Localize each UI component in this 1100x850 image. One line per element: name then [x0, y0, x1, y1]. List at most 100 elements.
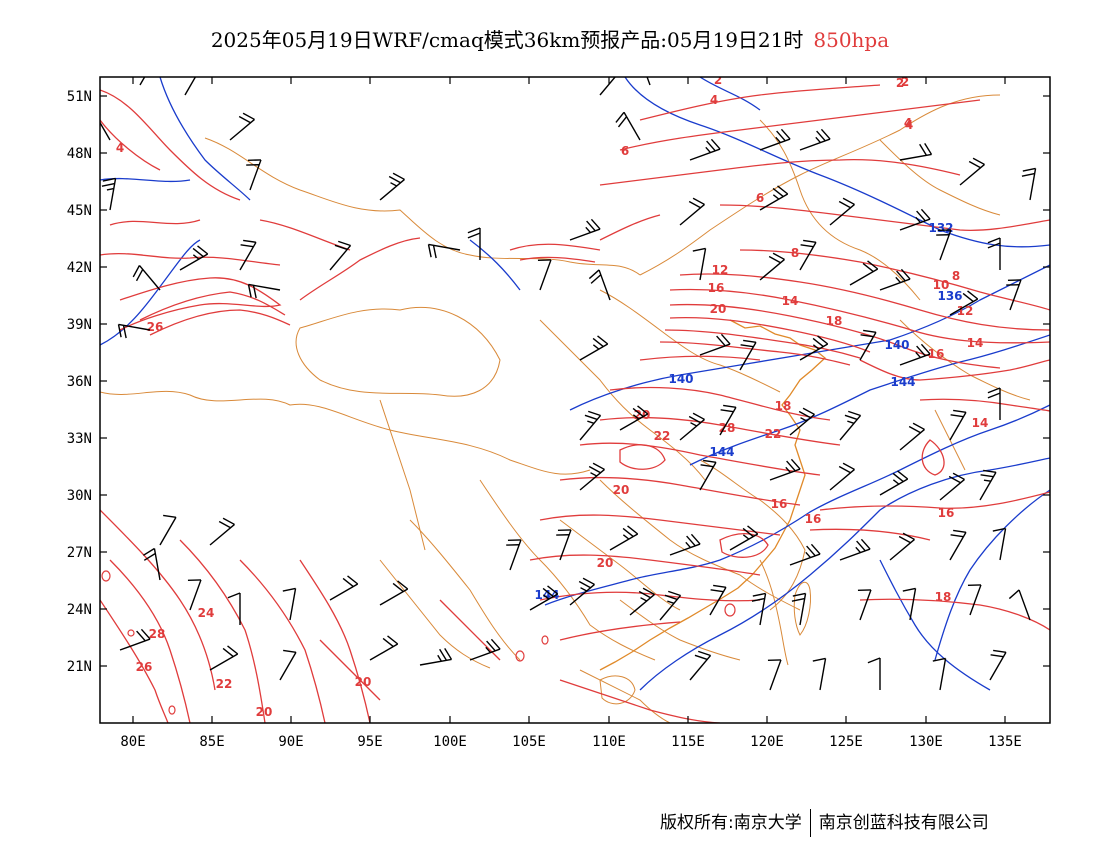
- wind-barb-feather: [588, 269, 600, 280]
- wind-barb-staff: [579, 468, 605, 491]
- wind-barb-feather: [948, 475, 961, 484]
- wind-barb-staff: [689, 148, 721, 161]
- wind-barb-feather: [122, 325, 127, 339]
- wind-barb-feather: [439, 648, 448, 661]
- lon-label: 80E: [120, 734, 145, 750]
- temperature-contour-label: 2: [714, 73, 722, 87]
- wind-barb-staff: [789, 553, 821, 566]
- wind-barb-feather: [432, 245, 437, 259]
- longitude-axis: 80E 85E 90E 95E 100E 105E 110E 115E 120E 125E 130E…: [120, 77, 1022, 750]
- temperature-contour-label: 12: [712, 263, 729, 277]
- wind-barb-feather: [388, 175, 401, 184]
- wind-barb-staff: [419, 658, 452, 666]
- wind-barb-feather: [716, 335, 726, 347]
- temperature-contour-label: 20: [710, 302, 727, 316]
- wind-barb-feather: [597, 335, 609, 345]
- wind-barb-staff: [646, 77, 651, 86]
- wind-barb-feather: [743, 339, 757, 343]
- wind-barb-staff: [289, 588, 297, 621]
- wind-barb-feather: [1022, 167, 1036, 172]
- lat-label: 30N: [67, 488, 92, 504]
- wind-barb-feather: [950, 414, 964, 418]
- wind-barb-feather: [772, 252, 785, 261]
- wind-barb-staff: [179, 253, 209, 271]
- wind-barb-feather: [902, 587, 916, 592]
- wind-barb-feather: [983, 479, 991, 482]
- temperature-contour-label: 2: [896, 76, 904, 90]
- geopotential-contour-label: 136: [937, 289, 962, 303]
- wind-barb-feather: [578, 580, 591, 589]
- wind-barb-feather: [588, 410, 601, 417]
- temperature-contour-label: 4: [710, 93, 718, 107]
- wind-barb-staff: [329, 245, 352, 271]
- wind-barb-feather: [791, 597, 805, 602]
- wind-barb-feather: [690, 422, 698, 427]
- wind-barb-feather: [867, 657, 881, 664]
- wind-barb-feather: [710, 138, 721, 150]
- wind-barb-feather: [582, 577, 595, 586]
- wind-barb-staff: [849, 268, 879, 286]
- wind-barb-feather: [629, 55, 639, 64]
- wind-barb-feather: [867, 260, 879, 270]
- wind-barb-staff: [119, 638, 151, 651]
- wind-barb-feather: [703, 459, 717, 463]
- wind-barb-feather: [592, 344, 600, 350]
- title-text: 2025年05月19日WRF/cmaq模式36km预报产品:05月19日21时: [210, 28, 804, 52]
- wind-barb-staff: [153, 548, 161, 581]
- wind-barb-feather: [897, 470, 909, 480]
- wind-barb-feather: [242, 112, 255, 121]
- wind-barb-feather: [713, 584, 727, 588]
- wind-barb-staff: [539, 259, 552, 291]
- wind-barb-feather: [742, 534, 750, 540]
- temperature-contour-label: 18: [775, 399, 792, 413]
- wind-barb-feather: [143, 552, 156, 561]
- wind-barb-feather: [135, 269, 144, 282]
- wind-barb-staff: [899, 153, 932, 161]
- wind-barb-feather: [805, 551, 811, 559]
- wind-barb-staff: [999, 528, 1007, 561]
- wind-barb-feather: [387, 635, 399, 645]
- wind-barb-staff: [623, 111, 641, 141]
- wind-barb-staff: [909, 588, 917, 621]
- wind-barb-feather: [932, 657, 946, 662]
- wind-barb-feather: [627, 525, 639, 535]
- wind-barb-feather: [390, 182, 398, 187]
- wind-barb-feather: [632, 414, 640, 420]
- wind-barb-feather: [247, 284, 252, 298]
- wind-barb-feather: [820, 128, 831, 140]
- wind-barb-feather: [622, 534, 630, 540]
- temperature-contour-label: 28: [149, 627, 166, 641]
- temperature-contour-label: 16: [771, 497, 788, 511]
- wind-barb-feather: [892, 472, 904, 483]
- wind-barb-feather: [987, 387, 1001, 394]
- wind-barb-feather: [892, 479, 900, 485]
- geopotential-labels: 140 144 144 140 136 144 132: [534, 221, 962, 602]
- wind-barb-feather: [136, 630, 146, 642]
- wind-barb-feather: [668, 590, 681, 597]
- wind-barb-feather: [622, 527, 634, 538]
- wind-barb-staff: [769, 468, 801, 481]
- wind-barb-staff: [679, 418, 705, 441]
- wind-barb-feather: [993, 649, 1007, 653]
- wind-barb-staff: [879, 478, 909, 496]
- wind-barb-staff: [189, 579, 202, 611]
- wind-barb-staff: [879, 278, 911, 291]
- wind-barb-feather: [485, 646, 491, 654]
- wind-barb-feather: [706, 140, 716, 152]
- map-frame: [99, 76, 1051, 724]
- wind-barb-feather: [920, 208, 931, 220]
- wind-barb-feather: [987, 392, 1001, 399]
- wind-barb-feather: [163, 514, 177, 518]
- wind-barb-feather: [467, 232, 481, 239]
- wind-barb-feather: [688, 200, 701, 209]
- temperature-contour-label: 14: [972, 416, 989, 430]
- wind-barb-feather: [848, 410, 861, 417]
- wind-barb-feather: [692, 412, 705, 421]
- wind-barb-feather: [427, 244, 432, 258]
- wind-barb-feather: [768, 255, 781, 264]
- temperature-contour-label: 22: [216, 677, 233, 691]
- wind-barb-feather: [710, 589, 724, 593]
- lat-label: 39N: [67, 317, 92, 333]
- wind-barb-staff: [279, 651, 297, 681]
